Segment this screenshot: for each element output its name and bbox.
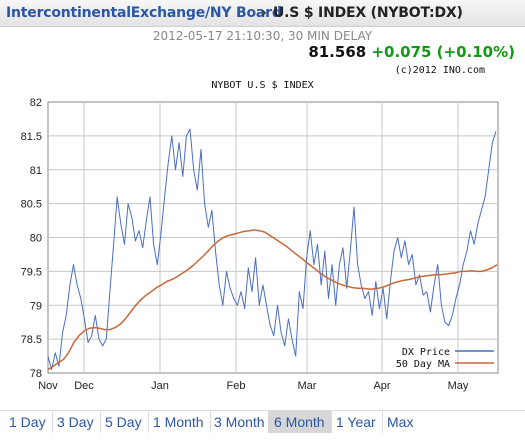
y-tick-label: 79.5 <box>21 266 42 278</box>
y-tick-label: 80.5 <box>21 199 42 211</box>
copyright-notice: (c)2012 INO.com <box>394 65 485 76</box>
last-price: 81.568 <box>308 43 367 61</box>
x-tick-label: Mar <box>298 380 317 392</box>
range-tab-1-year[interactable]: 1 Year <box>330 411 383 433</box>
chart-title: NYBOT U.S $ INDEX <box>211 80 314 91</box>
y-tick-label: 78.5 <box>21 334 42 346</box>
dx-price-line <box>47 128 497 371</box>
y-tick-label: 80 <box>30 233 42 245</box>
quote-summary: 81.568 +0.075 (+0.10%) <box>308 43 515 61</box>
legend-label: 50 Day MA <box>396 359 450 370</box>
breadcrumb-separator: › <box>261 5 267 21</box>
x-tick-label: Apr <box>373 380 390 392</box>
range-tab-3-month[interactable]: 3 Month <box>208 411 272 433</box>
y-tick-label: 82 <box>30 97 42 109</box>
range-tab-6-month[interactable]: 6 Month <box>268 411 332 433</box>
range-tab-1-month[interactable]: 1 Month <box>147 411 211 433</box>
quote-timestamp: 2012-05-17 21:10:30, 30 MIN DELAY <box>152 29 373 43</box>
breadcrumb-exchange-link[interactable]: IntercontinentalExchange/NY Board <box>6 5 282 21</box>
y-tick-label: 78 <box>30 368 42 380</box>
x-tick-label: Dec <box>74 380 94 392</box>
header-bar <box>0 0 525 27</box>
y-tick-label: 79 <box>30 300 42 312</box>
x-tick-label: Jan <box>151 380 169 392</box>
x-tick-label: Feb <box>227 380 246 392</box>
y-tick-label: 81 <box>30 165 42 177</box>
legend-label: DX Price <box>402 347 450 358</box>
page-title: U.S $ INDEX (NYBOT:DX) <box>273 5 463 21</box>
x-tick-label: Nov <box>38 380 58 392</box>
y-tick-label: 81.5 <box>21 131 42 143</box>
range-tab-max[interactable]: Max <box>387 414 414 430</box>
moving-average-line <box>47 229 498 371</box>
range-tab-3-day[interactable]: 3 Day <box>51 411 101 433</box>
price-change: +0.075 (+0.10%) <box>371 43 515 61</box>
range-tab-1-day[interactable]: 1 Day <box>3 411 53 433</box>
time-range-bar: 1 Day 3 Day 5 Day 1 Month 3 Month 6 Month 1 Ye… <box>0 410 525 441</box>
x-tick-label: May <box>448 380 469 392</box>
range-tab-5-day[interactable]: 5 Day <box>99 411 149 433</box>
